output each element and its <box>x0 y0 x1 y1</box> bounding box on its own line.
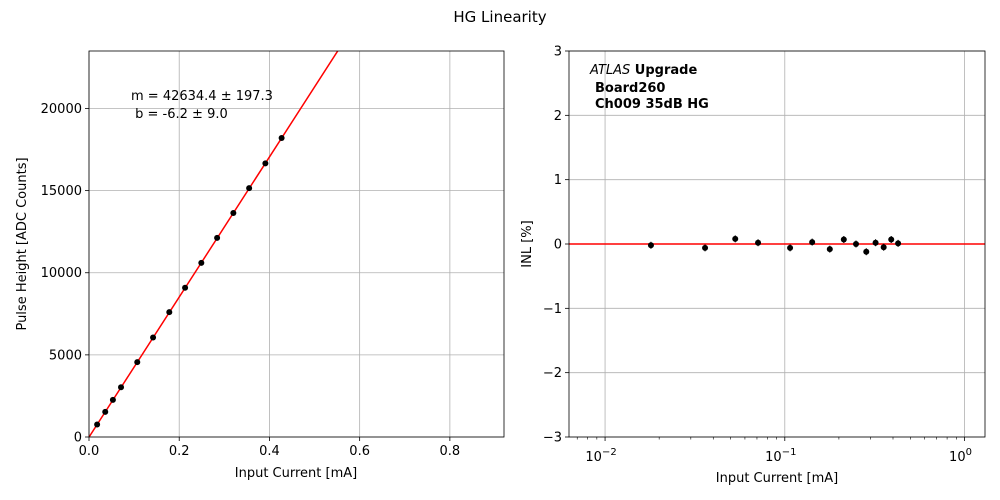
right-data-point <box>863 248 870 255</box>
right-data-point <box>755 239 762 246</box>
left-x-axis-label: Input Current [mA] <box>235 466 357 481</box>
right-data-point <box>647 242 654 249</box>
right-data-point <box>888 236 895 243</box>
fit-slope-label: m = 42634.4 ± 197.3 <box>131 89 273 104</box>
atlas-label: ATLAS <box>589 63 630 78</box>
right-y-tick-label: 3 <box>554 45 562 60</box>
left-x-ticks: 0.0 0.2 0.4 0.6 0.8 <box>79 437 461 459</box>
right-data-point <box>853 241 860 247</box>
left-y-tick-label: 10000 <box>41 266 82 281</box>
right-plot: 10−2 10−1 100 −3 −2 −1 0 1 2 3 Input Current [mA… <box>520 45 986 486</box>
atlas-annotation-line1: ATLAS Upgrade <box>589 63 697 78</box>
left-fit-line-layer <box>89 51 339 437</box>
left-data-point <box>102 408 109 415</box>
left-data-point <box>109 396 116 403</box>
left-data-point <box>230 209 237 216</box>
upgrade-label: Upgrade <box>630 63 697 78</box>
left-data-point <box>198 259 205 266</box>
right-y-ticks: −3 −2 −1 0 1 2 3 <box>543 45 569 446</box>
left-data-point <box>246 185 253 192</box>
left-y-tick-label: 20000 <box>41 102 82 117</box>
right-y-tick-label: −2 <box>543 366 562 381</box>
left-x-tick-label: 0.4 <box>259 444 280 459</box>
right-data-point <box>809 239 816 246</box>
right-data-point <box>880 244 887 251</box>
left-data-point <box>118 384 125 391</box>
channel-label: Ch009 35dB HG <box>595 97 709 112</box>
left-data-point <box>278 135 285 142</box>
right-y-axis-label: INL [%] <box>520 220 535 267</box>
left-y-tick-label: 15000 <box>41 184 82 199</box>
right-data-point <box>702 244 709 251</box>
right-x-axis-label: Input Current [mA] <box>716 471 838 486</box>
right-x-tick-label: 10−2 <box>585 447 616 465</box>
left-axes-frame <box>88 50 505 438</box>
right-data-point <box>826 246 833 253</box>
right-data-point <box>895 240 902 247</box>
left-data-point <box>262 160 269 167</box>
left-x-tick-label: 0.0 <box>79 444 100 459</box>
right-y-tick-label: −3 <box>543 431 562 446</box>
left-data-point <box>134 359 141 366</box>
right-data-point <box>840 236 847 243</box>
left-data-point <box>214 234 221 241</box>
figure-title: HG Linearity <box>453 8 546 26</box>
right-data-points <box>647 235 902 256</box>
left-y-tick-label: 5000 <box>49 348 82 363</box>
left-y-axis-label: Pulse Height [ADC Counts] <box>15 157 30 330</box>
board-label: Board260 <box>595 81 665 96</box>
left-data-point <box>150 334 157 341</box>
right-y-tick-label: 2 <box>554 109 562 124</box>
left-data-point <box>182 284 189 291</box>
left-data-point <box>94 421 101 428</box>
right-y-tick-label: −1 <box>543 302 562 317</box>
right-y-tick-label: 1 <box>554 173 562 188</box>
left-data-point <box>166 309 173 316</box>
left-x-tick-label: 0.2 <box>169 444 190 459</box>
fit-line <box>89 51 339 437</box>
right-x-tick-exponent: −2 <box>602 447 617 458</box>
right-y-tick-label: 0 <box>554 238 562 253</box>
left-y-tick-label: 0 <box>74 431 82 446</box>
right-x-ticks: 10−2 10−1 100 <box>576 437 972 465</box>
right-x-tick-exponent: 0 <box>966 447 972 458</box>
right-data-point <box>787 244 794 251</box>
fit-intercept-label: b = -6.2 ± 9.0 <box>131 107 228 122</box>
left-plot: 0.0 0.2 0.4 0.6 0.8 0 5000 10000 15000 20000 Inp… <box>15 50 505 481</box>
right-x-tick-label: 10−1 <box>765 447 796 465</box>
left-x-tick-label: 0.8 <box>440 444 461 459</box>
left-y-ticks: 0 5000 10000 15000 20000 <box>41 102 89 446</box>
left-data-points <box>94 135 285 428</box>
right-x-tick-label: 100 <box>949 447 972 465</box>
right-x-tick-exponent: −1 <box>782 447 797 458</box>
left-x-tick-label: 0.6 <box>349 444 370 459</box>
right-data-point <box>872 239 879 246</box>
right-data-point <box>732 235 739 242</box>
